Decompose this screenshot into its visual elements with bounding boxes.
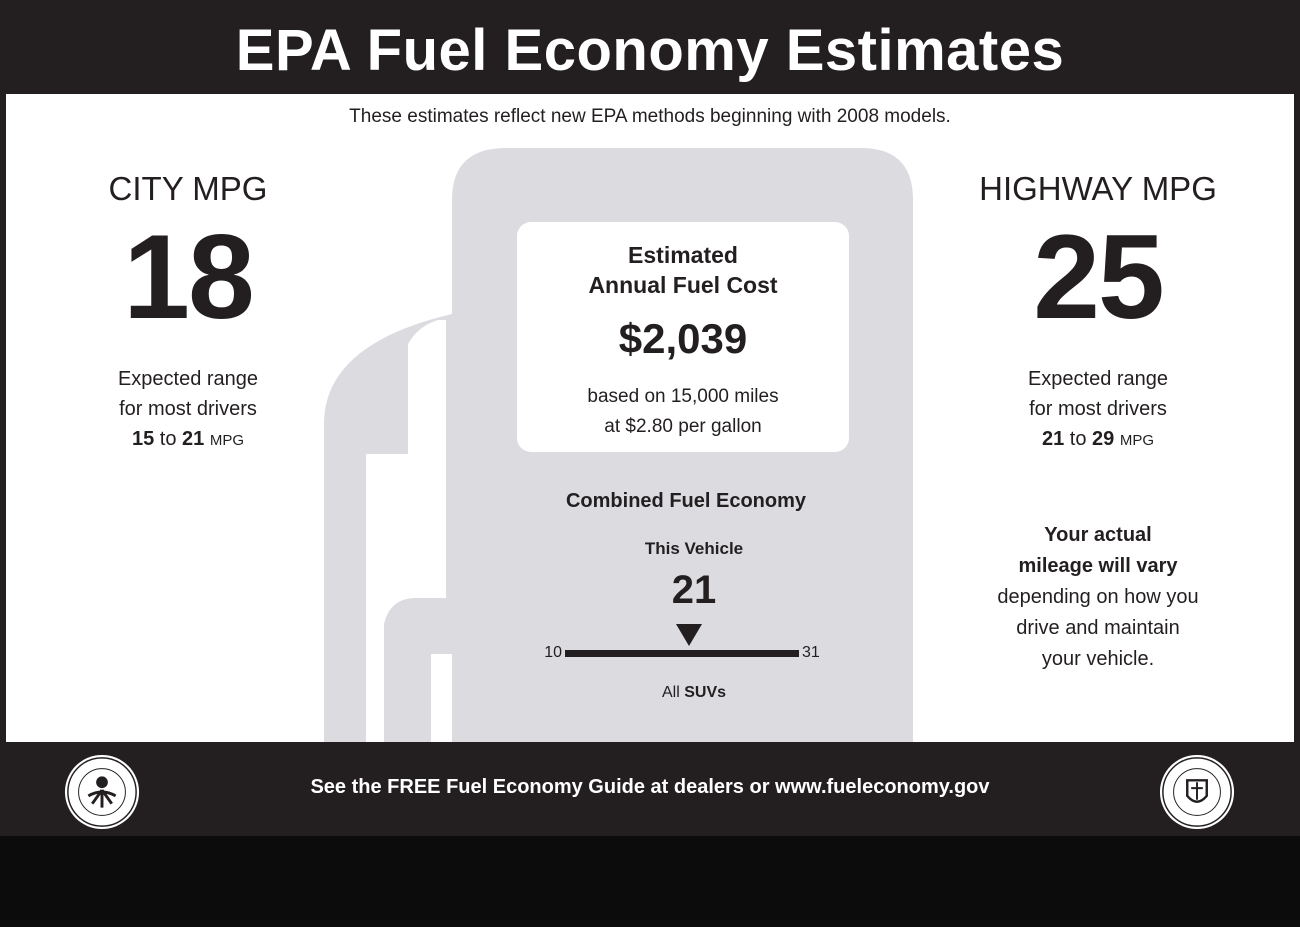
notice-line4: drive and maintain — [1016, 617, 1180, 639]
highway-mpg-label: HIGHWAY MPG — [979, 170, 1217, 207]
annual-cost-note: based on 15,000 miles at $2.80 per gallo… — [517, 382, 849, 442]
label-panel: These estimates reflect new EPA methods … — [6, 94, 1294, 742]
highway-range-low: 21 — [1041, 428, 1065, 450]
city-range-low: 15 — [131, 428, 155, 450]
mileage-notice: Your actual mileage will vary depending … — [958, 520, 1238, 675]
highway-range-line1: Expected range — [1027, 368, 1169, 390]
this-vehicle-label: This Vehicle — [644, 539, 744, 558]
class-name: SUVs — [684, 684, 727, 701]
notice-line5: your vehicle. — [1041, 648, 1155, 670]
annual-cost-box: Estimated Annual Fuel Cost $2,039 based … — [517, 222, 849, 452]
annual-cost-value: $2,039 — [618, 315, 748, 362]
page-title: EPA Fuel Economy Estimates — [235, 18, 1065, 83]
combined-heading: Combined Fuel Economy — [565, 490, 807, 512]
combined-scale-bar — [565, 650, 799, 657]
notice-bold-line1: Your actual — [1044, 524, 1152, 546]
doe-seal-icon — [1159, 754, 1235, 830]
city-range-line1: Expected range — [117, 368, 259, 390]
epa-seal-icon — [64, 754, 140, 830]
highway-range-unit: MPG — [1119, 432, 1155, 449]
city-range-high: 21 — [182, 428, 205, 450]
label-frame: EPA Fuel Economy Estimates These estimat… — [0, 0, 1300, 836]
city-range-to: to — [159, 428, 177, 450]
annual-cost-heading: Estimated Annual Fuel Cost — [517, 240, 849, 300]
highway-mpg-value: 25 — [1033, 210, 1164, 344]
class-prefix: All — [661, 684, 680, 701]
scale-max-label: 31 — [802, 644, 820, 661]
methods-note: These estimates reflect new EPA methods … — [349, 106, 951, 127]
highway-range-line2: for most drivers — [1029, 398, 1167, 420]
vehicle-class-label: All SUVs — [594, 684, 794, 702]
combined-value: 21 — [671, 568, 717, 612]
city-mpg-label: CITY MPG — [108, 170, 268, 207]
highway-range-high: 29 — [1092, 428, 1115, 450]
highway-range: Expected range for most drivers 21 to 29… — [968, 364, 1228, 456]
city-range-line2: for most drivers — [119, 398, 257, 420]
annual-cost-note-line1: based on 15,000 miles — [587, 386, 779, 407]
notice-bold-line2: mileage will vary — [1018, 555, 1178, 577]
notice-line3: depending on how you — [997, 586, 1199, 608]
highway-range-to: to — [1069, 428, 1087, 450]
annual-cost-heading-line1: Estimated — [628, 242, 738, 268]
city-range-values: 15 to 21 MPG — [58, 424, 318, 456]
annual-cost-heading-line2: Annual Fuel Cost — [588, 272, 778, 298]
highway-range-values: 21 to 29 MPG — [968, 424, 1228, 456]
annual-cost-note-line2: at $2.80 per gallon — [604, 416, 762, 437]
city-range-unit: MPG — [209, 432, 245, 449]
combined-marker-icon — [676, 624, 702, 646]
city-mpg-value: 18 — [123, 210, 254, 344]
scale-min-label: 10 — [544, 644, 562, 661]
footer-guide-text: See the FREE Fuel Economy Guide at deale… — [310, 776, 990, 798]
city-range: Expected range for most drivers 15 to 21… — [58, 364, 318, 456]
